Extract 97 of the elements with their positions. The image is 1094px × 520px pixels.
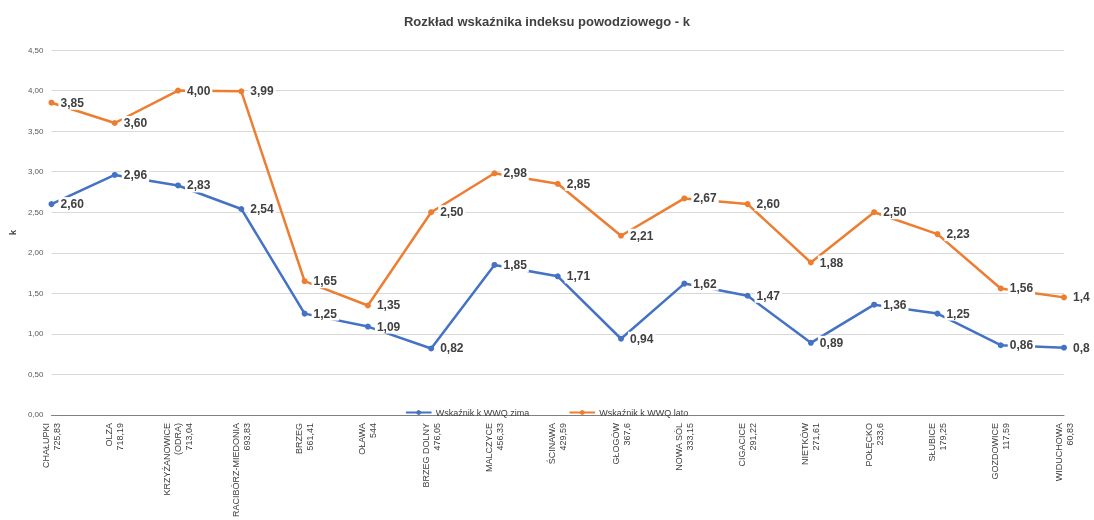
x-tick-label: SŁUBICE 179,25 [926,423,948,462]
y-tick-label: 1,50 [27,288,45,298]
data-label: 4,00 [187,83,211,98]
x-tick-label: ŚCINAWA 429,59 [546,423,569,465]
data-label: 2,60 [60,197,85,212]
data-label: 2,60 [756,197,781,212]
data-label: 0,89 [819,335,844,350]
y-axis-title: k [7,229,18,236]
data-label: 1,47 [756,288,781,303]
point [1061,294,1067,301]
x-tick-label: MALCZYCE 456,33 [483,423,505,473]
y-tick-label: 2,00 [27,248,45,258]
data-label: 1,85 [503,257,528,272]
data-label: 2,21 [630,228,654,243]
data-label: 2,83 [187,178,211,193]
data-label: 2,23 [946,227,971,242]
data-label: 2,54 [250,201,274,216]
x-tick-label: CIGACICE 291,22 [737,423,759,467]
data-label: 2,50 [883,205,907,220]
x-tick-label: CHAŁUPKI 725,83 [40,423,62,469]
point [301,310,308,317]
point [554,180,561,187]
point [934,310,941,317]
x-tick-label: OŁAWA 544 [357,423,379,455]
chart-title: Rozkład wskaźnika indeksu powodziowego - k [403,14,691,29]
point [934,231,941,238]
x-tick-label: GOZDOWICE 117,59 [990,423,1012,480]
x-tick-label: GŁOGÓW 367,6 [610,422,632,465]
y-tick-label: 4,50 [27,45,45,55]
point [681,280,688,287]
y-tick-label: 0,50 [27,369,45,379]
point [301,278,308,285]
point [428,209,435,216]
x-tick-label: WIDUCHOWA 60,83 [1053,423,1075,482]
point [807,259,814,266]
x-tick-label: RACIBÓRZ-MIEDONIA 693,83 [230,423,252,518]
point [744,201,751,208]
y-tick-label: 3,00 [27,167,45,177]
data-label: 1,35 [376,298,401,313]
point [48,99,55,106]
data-label: 1,25 [313,306,338,321]
data-label: 2,96 [123,167,148,182]
data-label: 0,8 [1073,340,1091,355]
point [238,205,245,212]
data-label: 2,98 [503,166,528,181]
data-label: 1,36 [883,297,907,312]
point [491,261,498,268]
data-label: 2,85 [566,176,591,191]
data-label: 3,85 [60,95,85,110]
point [618,335,625,342]
data-label: 3,99 [250,84,274,99]
point [554,273,561,280]
point [428,345,435,352]
x-tick-label: OLZA 718,19 [104,423,126,451]
point [871,209,878,216]
point [48,201,55,208]
point [364,323,371,330]
y-tick-label: 3,50 [27,126,45,136]
point [175,182,182,189]
x-tick-label: BRZEG DOLNY 476,05 [420,423,442,488]
y-tick-label: 4,00 [27,86,45,96]
point [1061,344,1067,351]
y-tick-label: 2,50 [27,207,45,217]
data-label: 1,88 [819,255,844,270]
point [364,302,371,309]
data-label: 1,71 [566,269,591,284]
point [111,120,118,126]
x-tick-label: POŁĘCKO 233,6 [863,423,885,467]
data-label: 0,94 [630,331,654,346]
y-tick-label: 1,00 [27,329,45,339]
data-label: 1,25 [946,306,971,321]
x-tick-label: KRZYŻANOWICE (ODRA) 713,04 [162,423,195,496]
data-label: 1,09 [376,319,401,334]
x-tick-label: NIETKÓW 271,61 [800,422,822,465]
point [807,339,814,346]
data-label: 1,4 [1073,290,1091,305]
point [238,88,245,95]
data-label: 1,62 [693,276,717,291]
point [618,232,625,239]
point [111,171,118,178]
data-label: 2,50 [440,205,464,220]
x-tick-label: NOWA SÓL 333,15 [673,423,695,471]
data-label: 1,56 [1009,281,1034,296]
point [175,87,182,94]
legend-label: Wskaźnik k WWQ lato [599,407,689,418]
point [744,292,751,299]
x-tick-label: BRZEG 561,41 [294,423,316,455]
point [491,170,498,177]
y-tick-label: 0,00 [27,410,45,420]
data-label: 3,60 [123,116,148,130]
data-label: 0,82 [440,341,464,356]
data-label: 1,65 [313,274,338,289]
point [997,342,1004,349]
data-label: 0,86 [1009,338,1034,353]
data-label: 2,67 [693,191,717,206]
legend-label: Wskaźnik k WWQ zima [435,407,530,418]
point [871,301,878,308]
